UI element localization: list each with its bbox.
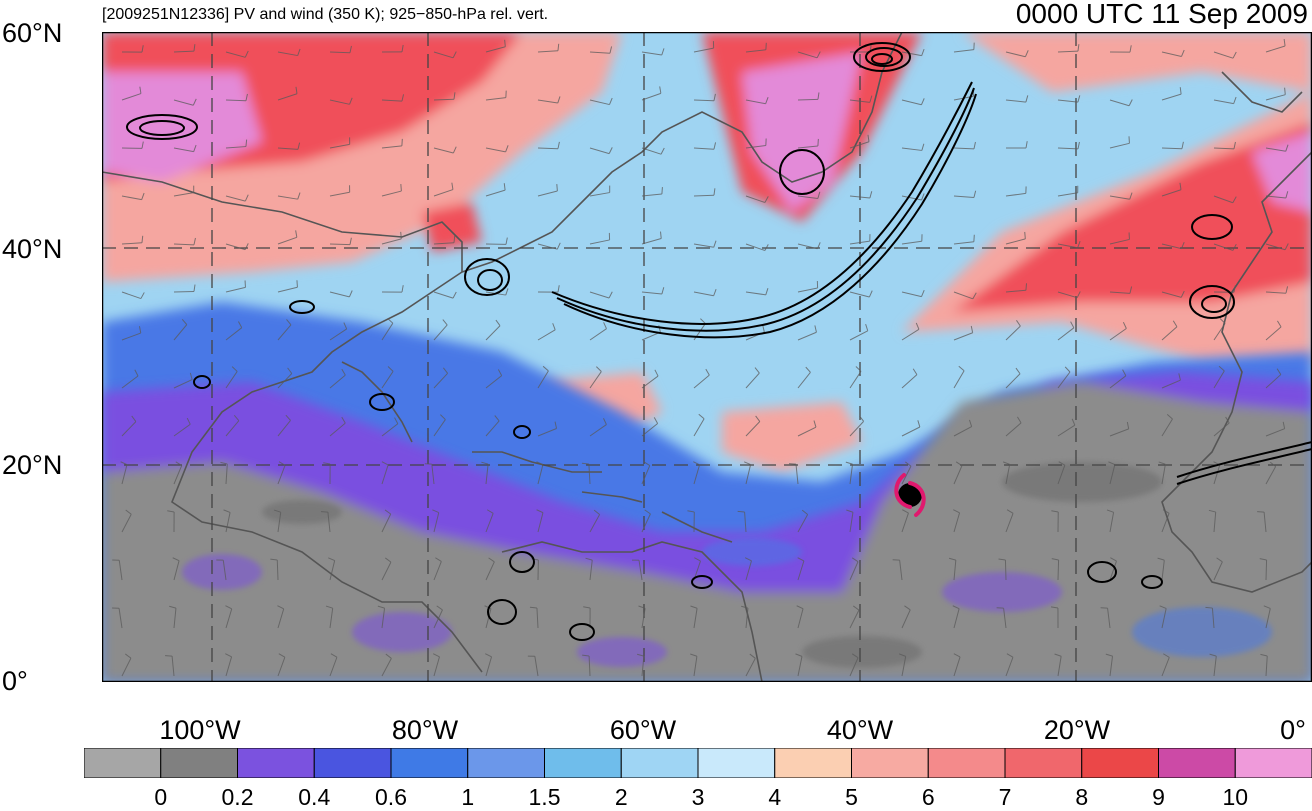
lat-label-0: 0°	[2, 666, 28, 697]
colorbar-swatch	[852, 748, 929, 778]
colorbar-label: 1	[461, 784, 474, 811]
pv-map	[102, 32, 1312, 682]
wind-barb	[798, 99, 818, 100]
colorbar-swatch	[238, 748, 315, 778]
colorbar-label: 3	[692, 784, 705, 811]
colorbar-swatch	[1159, 748, 1236, 778]
wind-barb-flag	[1257, 512, 1264, 513]
wind-barb	[538, 148, 558, 149]
colorbar-label: 10	[1222, 784, 1248, 811]
colorbar-label: 0	[154, 784, 167, 811]
colorbar-swatch	[1235, 748, 1312, 778]
colorbar-label: 7	[999, 784, 1012, 811]
wind-barb-flag	[662, 187, 663, 194]
wind-barb-flag	[738, 511, 745, 512]
colorbar-swatch	[1005, 748, 1082, 778]
lon-label-80w: 80°W	[392, 715, 458, 746]
colorbar-label: 0.6	[375, 784, 407, 811]
lat-label-20n: 20°N	[2, 450, 62, 481]
colorbar-swatch	[928, 748, 1005, 778]
colorbar-swatch	[84, 748, 161, 778]
colorbar-swatch	[545, 748, 622, 778]
lon-label-0: 0°	[1280, 715, 1306, 746]
wind-barb	[1162, 148, 1182, 149]
wind-barb-flag	[557, 184, 558, 191]
wind-barb	[330, 244, 350, 245]
colorbar-swatch	[314, 748, 391, 778]
colorbar-swatch	[161, 748, 238, 778]
colorbar-label: 1.5	[529, 784, 561, 811]
map-title: [2009251N12336] PV and wind (350 K); 925…	[102, 6, 548, 24]
colorbar-swatch	[468, 748, 545, 778]
map-panel[interactable]	[102, 32, 1312, 682]
colorbar-label: 4	[768, 784, 781, 811]
colorbar-label: 0.4	[298, 784, 330, 811]
colorbar	[84, 748, 1312, 778]
colorbar-label: 9	[1152, 784, 1165, 811]
wind-barb-flag	[1285, 88, 1286, 95]
wind-barb	[1005, 560, 1006, 580]
colorbar-swatch	[621, 748, 698, 778]
colorbar-swatch	[391, 748, 468, 778]
valid-time: 0000 UTC 11 Sep 2009	[1016, 0, 1308, 30]
lat-label-40n: 40°N	[2, 234, 62, 265]
colorbar-label: 6	[922, 784, 935, 811]
wind-barb	[1266, 560, 1267, 580]
lon-label-20w: 20°W	[1044, 715, 1110, 746]
wind-barb-flag	[1026, 283, 1027, 290]
colorbar-label: 8	[1075, 784, 1088, 811]
colorbar-label: 0.2	[222, 784, 254, 811]
wind-barb	[434, 99, 454, 100]
colorbar-swatch	[775, 748, 852, 778]
colorbar-swatch	[1082, 748, 1159, 778]
colorbar-label: 5	[845, 784, 858, 811]
wind-barb-flag	[165, 656, 172, 657]
lon-label-40w: 40°W	[827, 715, 893, 746]
lon-label-100w: 100°W	[159, 715, 240, 746]
colorbar-swatch	[698, 748, 775, 778]
wind-barb-flag	[1025, 232, 1026, 239]
wind-barb-flag	[505, 40, 506, 47]
wind-barb	[174, 291, 194, 292]
wind-barb-flag	[1205, 607, 1212, 608]
colorbar-label: 2	[615, 784, 628, 811]
wind-barb	[1058, 560, 1059, 580]
lon-label-60w: 60°W	[610, 715, 676, 746]
lat-label-60n: 60°N	[2, 18, 62, 49]
wind-barb-flag	[246, 140, 247, 147]
wind-barb-flag	[401, 232, 402, 239]
wind-barb-flag	[401, 184, 402, 191]
